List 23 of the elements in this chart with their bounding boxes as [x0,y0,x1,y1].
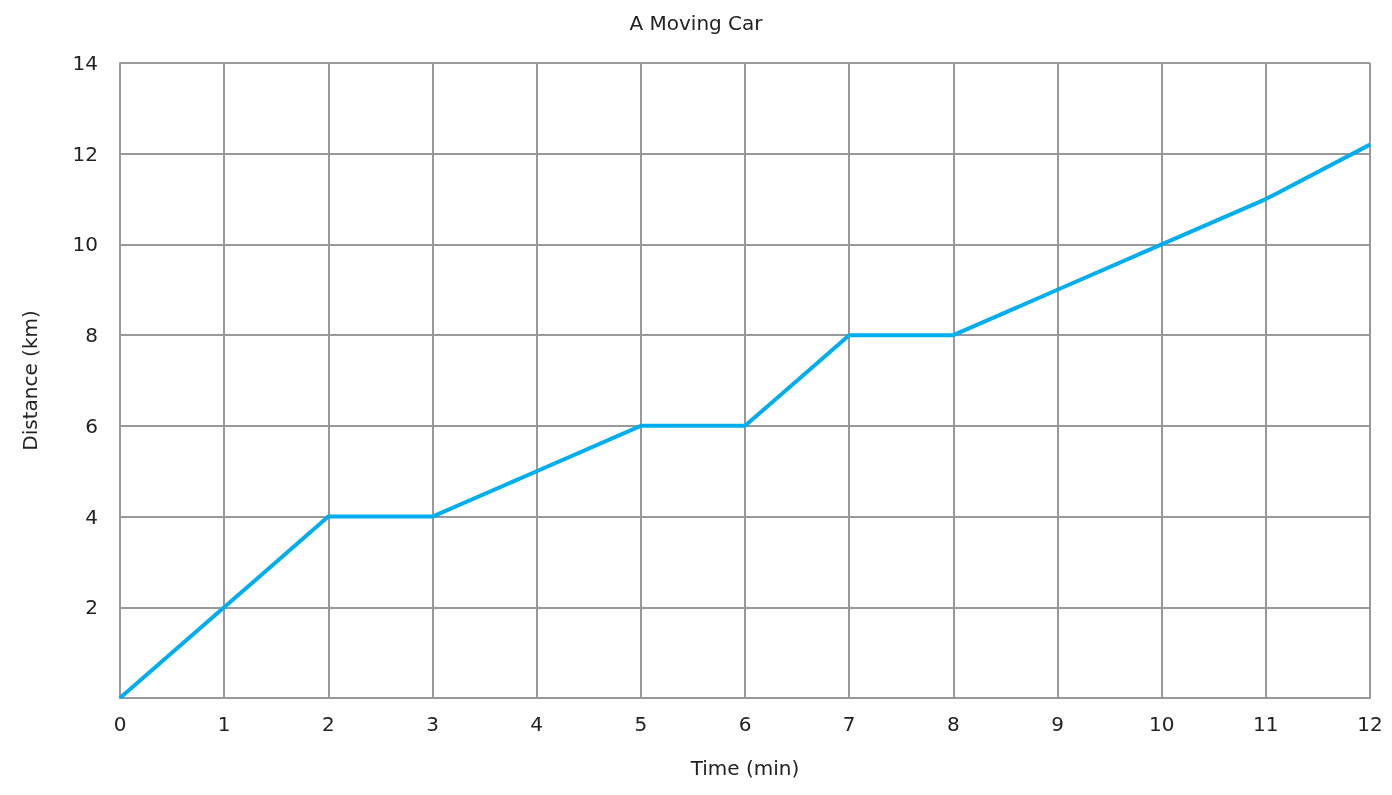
x-tick-label: 11 [1253,712,1279,736]
x-tick-label: 10 [1148,712,1175,736]
x-tick-label: 7 [842,712,856,736]
y-tick-label: 14 [72,51,98,75]
y-tick-label: 6 [85,413,98,438]
x-tick-label: 2 [321,712,335,736]
x-tick-label: 4 [530,712,544,736]
x-tick-label: 12 [1357,712,1383,736]
x-tick-label: 1 [217,712,231,736]
y-tick-label: 8 [85,323,98,348]
x-tick-label: 0 [113,712,127,736]
x-tick-label: 6 [738,712,752,736]
x-tick-label: 9 [1051,712,1064,736]
y-tick-label: 10 [72,232,98,257]
x-axis-title: Time (min) [689,756,800,780]
x-tick-label: 3 [426,712,439,736]
x-tick-label: 5 [634,712,648,736]
chart-title: A Moving Car [629,11,764,35]
y-axis-title: Distance (km) [18,310,42,451]
y-tick-label: 4 [85,504,98,529]
x-tick-label: 8 [946,712,960,736]
y-tick-label: 2 [85,595,98,620]
y-tick-label: 12 [72,141,98,166]
